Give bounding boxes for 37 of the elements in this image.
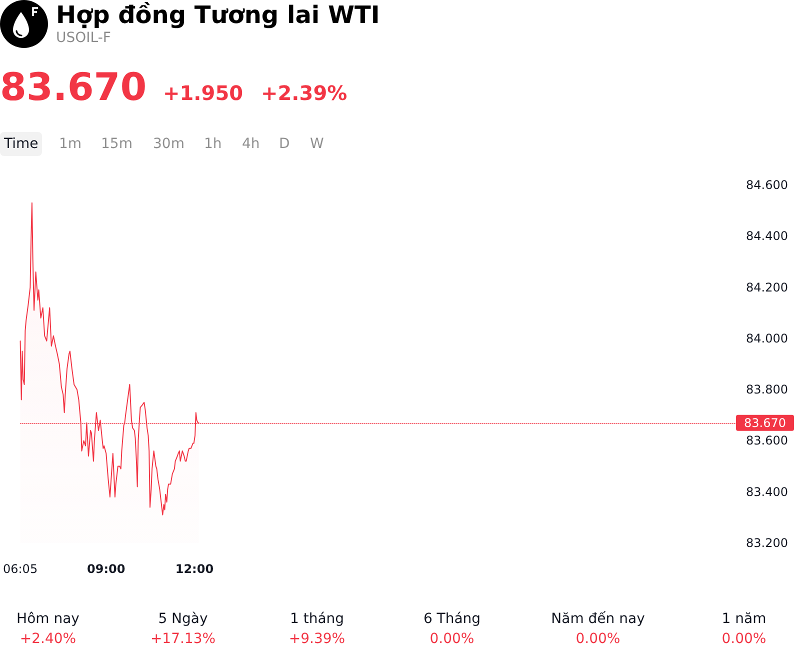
text: +2.40%	[20, 631, 76, 647]
text: D	[279, 135, 290, 154]
text: 6 Tháng	[423, 611, 481, 627]
y-tick-label: 83.600	[746, 434, 788, 448]
text: +17.13%	[150, 631, 216, 647]
x-tick-label: 06:05	[2, 562, 38, 576]
text: +9.39%	[288, 631, 346, 647]
text: 5 Ngày	[158, 611, 208, 627]
y-tick-label: 83.200	[746, 536, 788, 550]
text: +1.950	[163, 81, 244, 105]
chart-subtitle: USOIL-F	[56, 30, 111, 46]
text: Năm đến nay	[551, 611, 645, 627]
y-tick-label: 84.200	[746, 280, 788, 294]
x-tick-label: 09:00	[87, 562, 126, 576]
y-tick-label: 84.000	[746, 331, 788, 346]
text: 1m	[59, 135, 82, 154]
text: 83.670	[0, 65, 147, 109]
y-tick-label: 84.400	[746, 229, 788, 244]
y-tick-label: 83.400	[746, 484, 788, 499]
text: Time	[0, 132, 42, 156]
text: 0.00%	[722, 631, 766, 647]
text: 4h	[242, 135, 260, 154]
text: 1 năm	[722, 611, 766, 627]
y-tick-label: 83.800	[746, 382, 788, 397]
chart-title: Hợp đồng Tương lai WTI	[56, 1, 380, 29]
y-tick-label: 84.600	[746, 178, 788, 192]
text: 1 tháng	[290, 611, 344, 627]
ref-line-label: 83.670	[744, 416, 786, 430]
text: 0.00%	[430, 631, 474, 647]
text: 30m	[153, 135, 184, 154]
x-tick-label: 12:00	[175, 562, 214, 576]
text: W	[310, 135, 324, 154]
text: Hôm nay	[16, 611, 80, 627]
text: 0.00%	[576, 631, 620, 647]
text: 1h	[204, 135, 222, 154]
text: 15m	[101, 135, 132, 154]
text: +2.39%	[261, 81, 348, 105]
